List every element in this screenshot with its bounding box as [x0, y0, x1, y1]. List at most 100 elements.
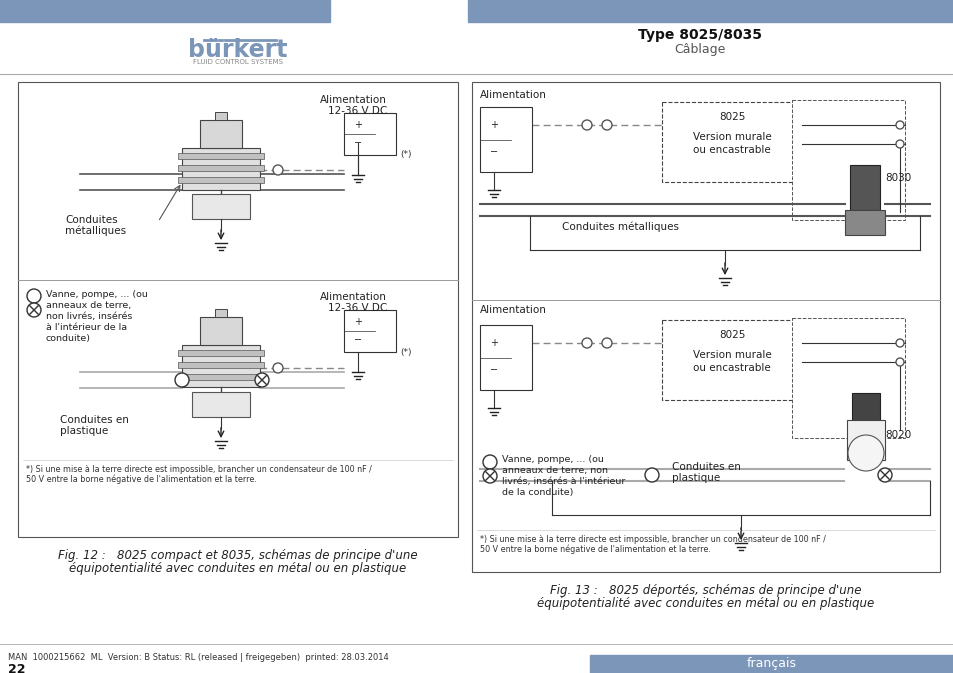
Text: bürkert: bürkert: [188, 38, 288, 62]
Text: Vanne, pompe, ... (ou: Vanne, pompe, ... (ou: [501, 455, 603, 464]
Text: livrés, insérés à l'intérieur: livrés, insérés à l'intérieur: [501, 477, 625, 486]
Bar: [178, 153, 264, 159]
Text: Conduites métalliques: Conduites métalliques: [561, 222, 679, 232]
Bar: [589, 655, 953, 673]
Text: à l'intérieur de la: à l'intérieur de la: [46, 323, 127, 332]
Circle shape: [174, 373, 189, 387]
Text: FLUID CONTROL SYSTEMS: FLUID CONTROL SYSTEMS: [193, 59, 283, 65]
Bar: [468, 0, 953, 22]
Bar: [182, 345, 260, 387]
Text: −: −: [490, 365, 497, 375]
Bar: [0, 0, 330, 22]
Circle shape: [895, 121, 903, 129]
Text: Conduites: Conduites: [65, 215, 117, 225]
Bar: [178, 374, 264, 380]
Bar: [791, 318, 904, 438]
Circle shape: [581, 338, 592, 348]
Bar: [344, 113, 395, 155]
Text: 12-36 V DC: 12-36 V DC: [328, 106, 387, 116]
Bar: [178, 350, 264, 356]
Circle shape: [27, 289, 41, 303]
Text: équipotentialité avec conduites en métal ou en plastique: équipotentialité avec conduites en métal…: [537, 597, 874, 610]
Bar: [479, 107, 532, 172]
Circle shape: [895, 140, 903, 148]
Text: Alimentation: Alimentation: [320, 95, 387, 105]
Bar: [192, 194, 250, 219]
Bar: [479, 325, 532, 390]
Text: +: +: [354, 317, 361, 327]
Text: conduite): conduite): [46, 334, 91, 343]
Bar: [192, 392, 250, 417]
Text: Vanne, pompe, ... (ou: Vanne, pompe, ... (ou: [46, 290, 148, 299]
Text: MAN  1000215662  ML  Version: B Status: RL (released | freigegeben)  printed: 28: MAN 1000215662 ML Version: B Status: RL …: [8, 653, 388, 662]
Bar: [851, 393, 879, 421]
Circle shape: [601, 120, 612, 130]
Bar: [344, 310, 395, 352]
Bar: [18, 82, 457, 537]
Bar: [178, 177, 264, 183]
Bar: [472, 82, 939, 572]
Text: Alimentation: Alimentation: [479, 305, 546, 315]
Text: +: +: [490, 120, 497, 130]
Bar: [849, 165, 879, 210]
Circle shape: [273, 363, 283, 373]
Circle shape: [877, 468, 891, 482]
Text: de la conduite): de la conduite): [501, 488, 573, 497]
Circle shape: [482, 469, 497, 483]
Text: Conduites en: Conduites en: [60, 415, 129, 425]
Text: 50 V entre la borne négative de l'alimentation et la terre.: 50 V entre la borne négative de l'alimen…: [26, 475, 256, 485]
Circle shape: [254, 373, 269, 387]
Bar: [661, 102, 801, 182]
Text: −: −: [354, 138, 362, 148]
Circle shape: [581, 120, 592, 130]
Text: anneaux de terre,: anneaux de terre,: [46, 301, 132, 310]
Text: (*): (*): [399, 347, 411, 357]
Text: +: +: [490, 338, 497, 348]
Text: anneaux de terre, non: anneaux de terre, non: [501, 466, 607, 475]
Bar: [178, 165, 264, 171]
Bar: [200, 317, 242, 345]
Circle shape: [27, 303, 41, 317]
Text: *) Si une mise à la terre directe est impossible, brancher un condensateur de 10: *) Si une mise à la terre directe est im…: [479, 535, 825, 544]
Bar: [661, 320, 801, 400]
Text: Type 8025/8035: Type 8025/8035: [638, 28, 761, 42]
Text: 8030: 8030: [884, 173, 910, 183]
Text: français: français: [746, 658, 796, 670]
Bar: [791, 100, 904, 220]
Text: 8020: 8020: [884, 430, 910, 440]
Text: Fig. 12 :   8025 compact et 8035, schémas de principe d'une: Fig. 12 : 8025 compact et 8035, schémas …: [58, 549, 417, 562]
Bar: [844, 210, 884, 235]
Bar: [200, 120, 242, 148]
Circle shape: [601, 338, 612, 348]
Text: *) Si une mise à la terre directe est impossible, brancher un condensateur de 10: *) Si une mise à la terre directe est im…: [26, 465, 372, 474]
Text: équipotentialité avec conduites en métal ou en plastique: équipotentialité avec conduites en métal…: [70, 562, 406, 575]
Circle shape: [482, 455, 497, 469]
Text: ou encastrable: ou encastrable: [693, 363, 770, 373]
Bar: [214, 309, 227, 317]
Text: Fig. 13 :   8025 déportés, schémas de principe d'une: Fig. 13 : 8025 déportés, schémas de prin…: [550, 584, 861, 597]
Text: (*): (*): [399, 151, 411, 160]
Text: +: +: [354, 120, 361, 130]
Text: Alimentation: Alimentation: [479, 90, 546, 100]
Text: 8025: 8025: [718, 330, 744, 340]
Text: 22: 22: [8, 663, 26, 673]
Bar: [182, 148, 260, 190]
Text: plastique: plastique: [60, 426, 108, 436]
Text: 50 V entre la borne négative de l'alimentation et la terre.: 50 V entre la borne négative de l'alimen…: [479, 545, 710, 555]
Text: Version murale: Version murale: [692, 132, 771, 142]
Text: Câblage: Câblage: [674, 44, 725, 57]
Text: métalliques: métalliques: [65, 226, 126, 236]
Circle shape: [895, 358, 903, 366]
Text: ou encastrable: ou encastrable: [693, 145, 770, 155]
Bar: [178, 362, 264, 368]
Bar: [214, 112, 227, 120]
Text: −: −: [354, 335, 362, 345]
Bar: [846, 420, 884, 460]
Text: Conduites en: Conduites en: [671, 462, 740, 472]
Circle shape: [847, 435, 883, 471]
Text: Alimentation: Alimentation: [320, 292, 387, 302]
Circle shape: [273, 165, 283, 175]
Text: plastique: plastique: [671, 473, 720, 483]
Circle shape: [644, 468, 659, 482]
Text: −: −: [490, 147, 497, 157]
